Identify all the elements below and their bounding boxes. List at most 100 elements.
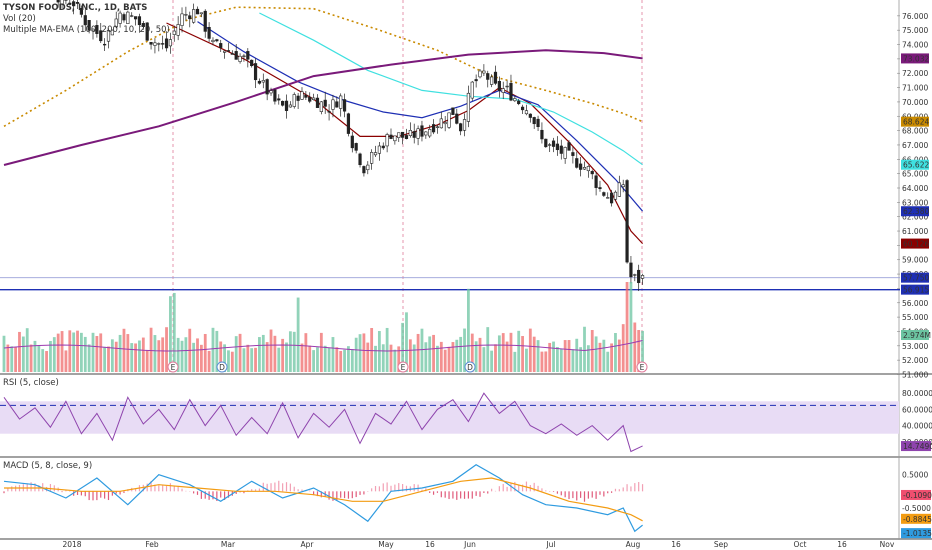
volume-bar <box>602 339 606 372</box>
macd-histogram-bar <box>448 491 450 500</box>
macd-histogram-bar <box>471 491 473 499</box>
candle-body <box>219 43 223 48</box>
candle-body <box>300 91 304 100</box>
volume-bar <box>350 349 354 372</box>
candle-body <box>362 166 366 174</box>
macd-histogram-bar <box>297 489 299 492</box>
candle-body <box>149 41 153 45</box>
volume-bar <box>258 337 261 372</box>
volume-bar <box>377 331 381 372</box>
volume-bar <box>366 342 370 372</box>
macd-histogram-bar <box>502 483 504 492</box>
event-marker <box>216 361 228 373</box>
candle-body <box>327 111 331 113</box>
volume-bar <box>76 330 79 372</box>
price-label-box <box>901 116 929 127</box>
candle-body <box>180 13 184 26</box>
macd-histogram-bar <box>347 491 350 499</box>
volume-bar <box>91 332 95 372</box>
volume-bar <box>6 344 10 372</box>
volume-bar <box>571 349 575 372</box>
x-tick-label: 2018 <box>62 540 81 549</box>
candle-body <box>56 0 60 3</box>
candle-body <box>319 101 323 112</box>
candle-body <box>582 167 587 170</box>
volume-label-box <box>901 330 929 340</box>
volume-bar <box>242 348 246 372</box>
macd-histogram-bar <box>545 490 547 492</box>
volume-bar <box>25 328 29 372</box>
x-tick-label: Mar <box>221 540 236 549</box>
volume-bar <box>141 337 145 372</box>
price-tick-label: 65.000 <box>902 170 928 179</box>
macd-histogram-bar <box>196 491 199 495</box>
volume-bar <box>629 282 633 372</box>
rsi-title: RSI (5, close) <box>3 378 59 388</box>
macd-histogram-bar <box>243 491 245 494</box>
volume-bar <box>304 333 308 372</box>
event-marker <box>464 361 476 373</box>
candle-body <box>625 180 629 263</box>
candle-body <box>130 15 134 17</box>
volume-bar <box>99 333 103 372</box>
volume-bar <box>238 333 242 372</box>
volume-bar <box>56 333 60 372</box>
candle-body <box>257 80 262 84</box>
macd-histogram-bar <box>162 485 164 492</box>
candle-body <box>370 152 374 164</box>
macd-histogram-bar <box>518 485 520 492</box>
volume-bar <box>227 350 230 372</box>
volume-bar <box>424 342 428 372</box>
x-tick-label: 16 <box>671 540 681 549</box>
macd-histogram-bar <box>3 491 5 494</box>
volume-bar <box>246 344 250 372</box>
candle-body <box>520 106 525 111</box>
candle-body <box>640 275 645 279</box>
candle-body <box>60 0 64 5</box>
candle-body <box>284 100 289 111</box>
rsi-last-label: 14.7490 <box>903 442 932 451</box>
volume-bar <box>536 340 540 372</box>
macd-histogram-bar <box>223 491 226 501</box>
rsi-tick-label: 60.0000 <box>902 405 932 414</box>
candle-body <box>126 11 130 24</box>
price-tick-label: 74.000 <box>902 41 928 50</box>
volume-bar <box>296 297 300 372</box>
ma-line-sma-200 <box>3 49 643 166</box>
macd-histogram-bar <box>320 491 322 498</box>
volume-bar <box>118 334 122 372</box>
macd-histogram-bar <box>11 486 13 492</box>
rsi-band <box>0 401 899 434</box>
macd-tick-label: 0.5000 <box>902 471 928 480</box>
macd-histogram-bar <box>402 483 404 492</box>
volume-bar <box>273 335 277 372</box>
macd-histogram-bar <box>340 491 342 498</box>
candle-body <box>377 145 381 154</box>
macd-histogram-bar <box>533 482 535 492</box>
candle-body <box>161 43 165 45</box>
candle-body <box>544 138 548 148</box>
candle-body <box>501 88 505 93</box>
candle-body <box>172 30 176 35</box>
volume-bar <box>556 347 559 372</box>
macd-histogram-bar <box>479 491 481 497</box>
volume-bar <box>45 351 48 372</box>
volume-bar <box>269 329 273 372</box>
candle-body <box>106 29 111 42</box>
macd-histogram-bar <box>618 489 620 492</box>
macd-histogram-bar <box>111 491 113 496</box>
macd-histogram-bar <box>123 491 125 493</box>
candle-body <box>451 107 455 115</box>
candle-body <box>72 1 76 7</box>
volume-bar <box>505 341 509 372</box>
candle-body <box>242 55 246 57</box>
volume-bar <box>482 347 486 372</box>
volume-bar <box>432 334 435 372</box>
candle-body <box>420 125 424 137</box>
volume-bar <box>389 344 393 372</box>
macd-histogram-bar <box>181 488 183 492</box>
volume-bar <box>219 341 223 372</box>
candle-body <box>103 43 107 46</box>
volume-bar <box>107 346 110 372</box>
